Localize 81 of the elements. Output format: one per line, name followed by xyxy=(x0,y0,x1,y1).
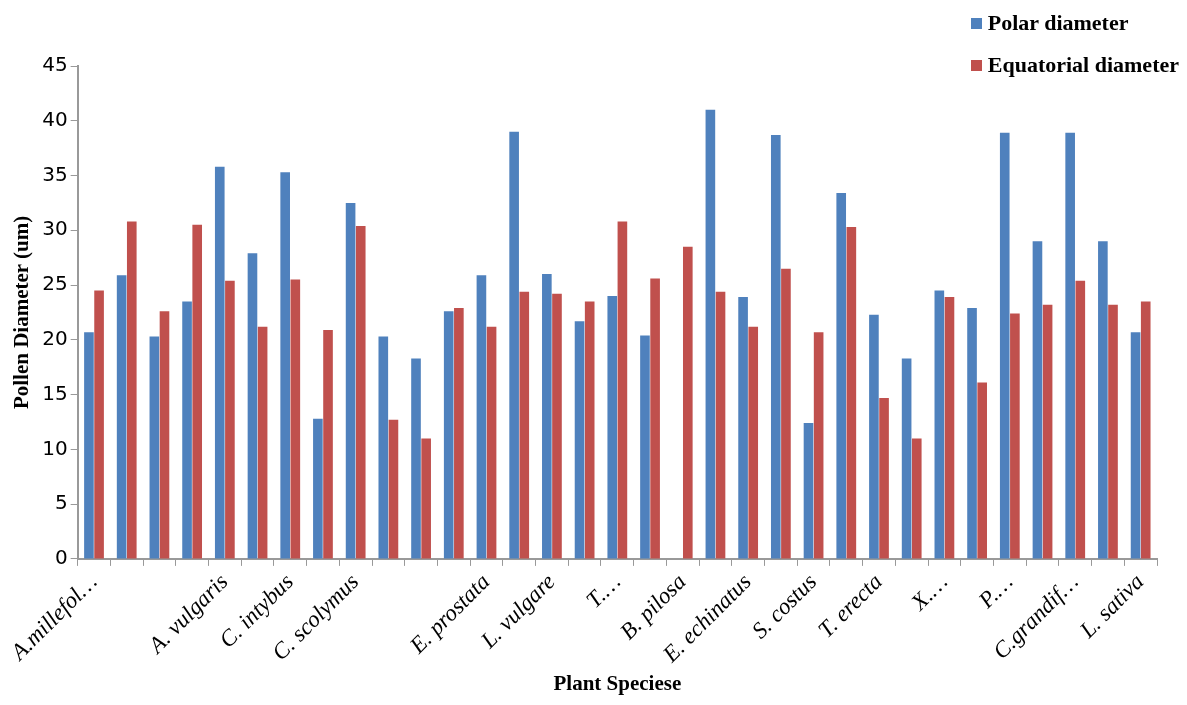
bar xyxy=(682,246,693,559)
bar xyxy=(640,335,650,559)
bar xyxy=(999,132,1010,559)
bar xyxy=(911,438,922,559)
bar xyxy=(977,382,987,559)
bar xyxy=(280,172,290,559)
legend-label: Equatorial diameter xyxy=(987,52,1179,78)
bar xyxy=(443,311,454,559)
bar xyxy=(257,326,268,559)
x-tick-label: T.… xyxy=(581,568,626,613)
y-tick-label: 40 xyxy=(42,106,68,131)
bar xyxy=(454,308,464,559)
bar xyxy=(1140,301,1151,559)
bar xyxy=(1032,241,1043,559)
y-tick-label: 0 xyxy=(54,545,68,570)
y-axis-title: Pollen Diameter (um) xyxy=(9,215,34,410)
bar xyxy=(1108,304,1118,559)
bar xyxy=(94,290,104,559)
bar xyxy=(934,290,945,559)
bar xyxy=(126,221,137,559)
bar xyxy=(552,293,562,559)
bar xyxy=(509,131,519,559)
y-tick-label: 25 xyxy=(42,271,68,296)
x-axis-title: Plant Speciese xyxy=(553,670,682,695)
bar xyxy=(650,278,660,559)
bar xyxy=(116,275,127,559)
bar xyxy=(84,332,94,559)
bar xyxy=(803,423,814,559)
bar xyxy=(192,224,203,559)
bar xyxy=(967,308,977,559)
bar xyxy=(574,321,585,559)
bar xyxy=(421,438,431,559)
bar xyxy=(225,280,235,559)
bar xyxy=(323,329,333,559)
bar xyxy=(542,274,552,559)
bar xyxy=(869,314,879,559)
bar xyxy=(149,336,160,559)
legend-label: Polar diameter xyxy=(987,10,1129,36)
bar xyxy=(836,193,847,559)
y-tick-label: 15 xyxy=(42,380,68,405)
bar xyxy=(355,225,366,559)
bar xyxy=(748,326,759,559)
y-tick-label: 20 xyxy=(42,326,68,351)
bar xyxy=(607,296,618,559)
y-tick-label: 30 xyxy=(42,216,68,241)
bar xyxy=(781,268,791,559)
bar xyxy=(476,275,487,559)
bar xyxy=(247,253,258,559)
bar xyxy=(617,221,628,559)
y-tick-label: 10 xyxy=(42,435,68,460)
bar xyxy=(879,397,889,559)
bar xyxy=(519,291,530,559)
bar xyxy=(901,358,912,559)
bar xyxy=(705,109,716,559)
bar xyxy=(214,166,225,559)
bar xyxy=(846,227,857,559)
y-tick-label: 35 xyxy=(42,161,68,186)
bar xyxy=(1075,280,1086,559)
bar xyxy=(1042,304,1053,559)
x-tick-label: X.… xyxy=(905,568,953,616)
bar xyxy=(388,419,399,559)
bar xyxy=(944,297,955,559)
bar xyxy=(584,301,595,559)
bar xyxy=(770,135,781,559)
bar xyxy=(159,311,170,559)
bar xyxy=(345,202,356,559)
bar xyxy=(313,418,323,559)
bar xyxy=(182,301,192,559)
bar xyxy=(813,332,824,559)
bar xyxy=(486,326,497,559)
bar xyxy=(290,279,301,559)
bar xyxy=(1010,313,1020,559)
bar xyxy=(1065,132,1075,559)
y-tick-label: 45 xyxy=(42,52,68,77)
bar xyxy=(411,358,421,559)
bar xyxy=(1130,332,1141,559)
bar xyxy=(738,297,748,559)
bar xyxy=(715,291,726,559)
bar xyxy=(378,336,389,559)
y-tick-label: 5 xyxy=(54,490,68,515)
bar xyxy=(1098,241,1108,559)
